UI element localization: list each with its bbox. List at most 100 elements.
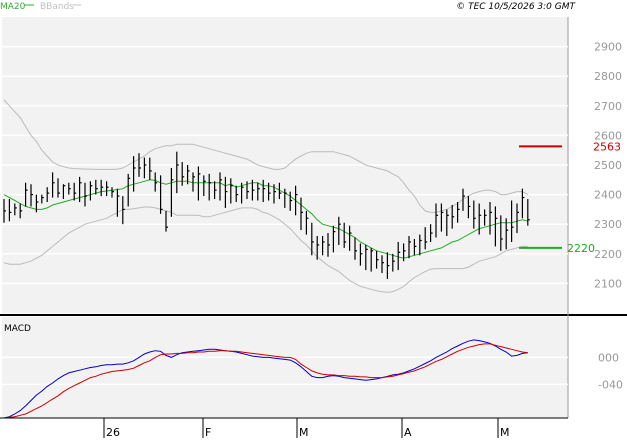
price-bar [381, 255, 384, 274]
price-bar [419, 234, 422, 256]
price-tick-label: 2300 [594, 218, 622, 231]
price-bar [327, 233, 330, 257]
price-bar [14, 203, 17, 216]
macd-panel [2, 317, 568, 418]
price-bar [500, 215, 503, 251]
price-tick-label: 2200 [594, 248, 622, 261]
price-bar [338, 216, 341, 245]
price-bar [457, 202, 460, 223]
price-tick-label: 2500 [594, 159, 622, 172]
price-bar [257, 182, 260, 201]
price-bar [424, 227, 428, 250]
price-bar [241, 182, 244, 204]
price-tick-label: 2700 [594, 100, 622, 113]
price-bar [300, 197, 303, 231]
price-bar [203, 175, 206, 197]
price-bar [446, 209, 449, 237]
bollinger-upper-line [3, 99, 529, 213]
price-bar [370, 247, 374, 272]
price-bar [62, 184, 66, 200]
price-bar [273, 184, 276, 204]
price-bar [311, 222, 314, 256]
price-bar [403, 243, 406, 262]
price-bar [305, 210, 309, 235]
price-bar [511, 200, 514, 242]
price-tick-label: 2900 [594, 41, 622, 54]
price-bar [527, 199, 530, 226]
price-bar [41, 194, 44, 204]
price-bar [516, 203, 519, 234]
price-bar [349, 225, 352, 251]
price-bar [376, 250, 379, 269]
level-label: 2220 [567, 242, 595, 255]
price-bar [208, 173, 212, 201]
price-bar [386, 252, 390, 279]
price-bar [35, 194, 39, 213]
price-bar [408, 236, 411, 259]
price-bar [187, 165, 190, 185]
price-bar [89, 181, 93, 201]
price-bar [51, 172, 55, 198]
price-bar [230, 178, 233, 204]
price-bar [278, 182, 282, 200]
price-tick-label: 2800 [594, 70, 622, 83]
macd-signal-line [3, 343, 528, 419]
price-bar [138, 153, 141, 177]
price-bar [268, 182, 271, 201]
level-label: 2563 [593, 140, 621, 153]
bollinger-lower-line [3, 206, 528, 293]
price-bar [354, 237, 357, 260]
date-tick-label: F [205, 426, 211, 439]
date-tick-label: M [500, 426, 510, 439]
price-bar [451, 204, 455, 229]
price-bar [84, 182, 87, 207]
price-bar [521, 188, 525, 219]
price-bar [25, 182, 28, 207]
price-bar [170, 167, 174, 217]
price-bar [19, 203, 23, 219]
price-bar [165, 210, 168, 232]
price-bar [322, 236, 325, 256]
price-tick-label: 2600 [594, 129, 622, 142]
price-bar [462, 188, 465, 211]
price-bar [365, 244, 368, 271]
price-bar [262, 179, 266, 202]
price-bar [133, 156, 136, 192]
price-bar [246, 181, 249, 200]
price-bar [78, 176, 82, 202]
price-bar [289, 191, 293, 211]
price-bar [8, 199, 12, 222]
price-bar [46, 187, 50, 202]
price-bar [494, 206, 498, 247]
price-bar [440, 203, 444, 232]
legend-label-ma20: MA20 [0, 2, 26, 12]
price-bar [295, 185, 298, 216]
price-bar [122, 196, 125, 225]
price-bar [57, 178, 60, 198]
price-bar [100, 179, 104, 197]
ma20-line [3, 179, 528, 259]
price-bar [359, 243, 363, 266]
price-bar [176, 151, 179, 194]
price-bar [489, 202, 492, 235]
price-bar [105, 181, 109, 197]
price-bar [332, 225, 336, 253]
price-bar [343, 222, 347, 248]
price-bar [467, 196, 471, 219]
price-tick-label: 2400 [594, 189, 622, 202]
price-bar [435, 203, 438, 238]
price-bar [111, 187, 114, 198]
price-bar [505, 218, 509, 250]
price-bar [192, 172, 195, 192]
macd-tick-label: -040 [598, 378, 623, 391]
price-bar [181, 162, 185, 186]
price-bar [284, 188, 287, 208]
price-bar [392, 253, 395, 272]
credit-text: © TEC 10/5/2026 3:0 GMT [456, 2, 576, 12]
macd-title: MACD [4, 324, 31, 334]
macd-tick-label: 000 [598, 351, 619, 364]
price-bar [154, 172, 158, 192]
price-bar [219, 172, 222, 201]
